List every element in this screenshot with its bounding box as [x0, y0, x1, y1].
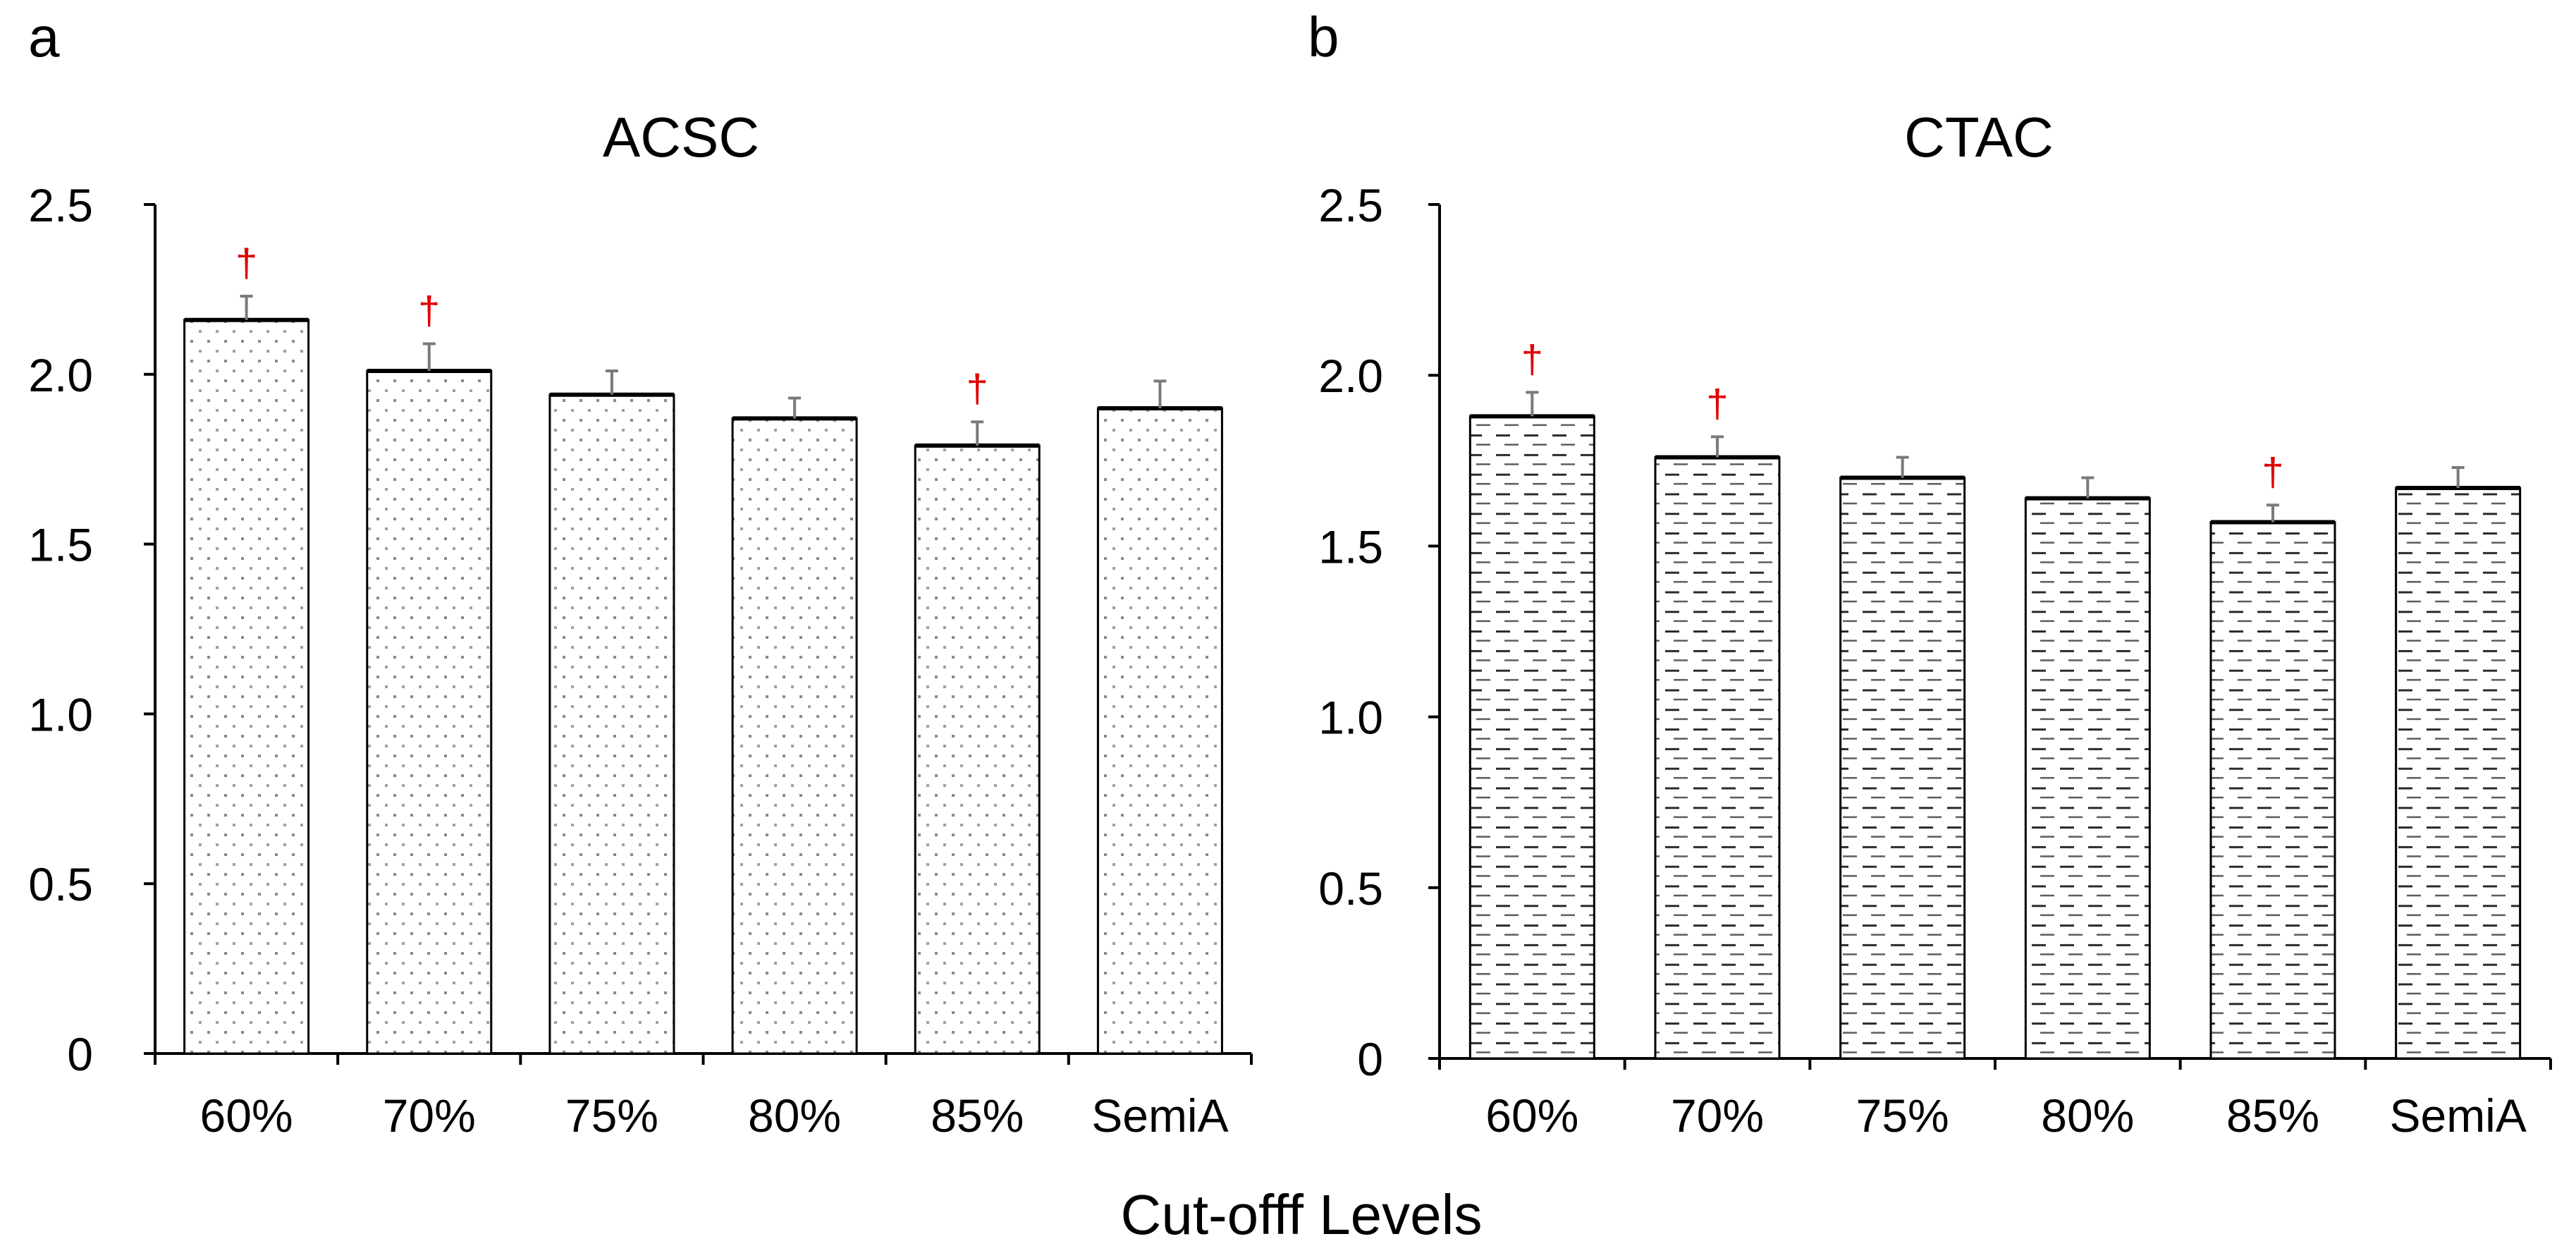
- x-tick-label-acsc: 70%: [383, 1089, 476, 1142]
- significance-marker-ctac: †: [1521, 336, 1543, 381]
- plot-area-acsc: 0 0.5 1.0 1.5 2.0 2.5 † 60% † 70% 75% 80% † 85% SemiA: [28, 179, 1253, 1142]
- chart-title-acsc: ACSC: [603, 106, 759, 169]
- panel-label-b: b: [1308, 6, 1339, 68]
- significance-marker-acsc: †: [235, 240, 257, 285]
- bar-ctac: [1839, 477, 1966, 1060]
- x-tick-label-acsc: 75%: [565, 1089, 658, 1142]
- bar-acsc: [548, 393, 675, 1055]
- bar-acsc: [914, 444, 1041, 1055]
- significance-marker-ctac: †: [2262, 449, 2283, 494]
- significance-marker-ctac: †: [1706, 381, 1728, 425]
- panel-ctac: b CTAC 0 0.5 1.0 1.5 2.0 2.5 † 60% † 70% 75% 80% † 85…: [1308, 6, 2552, 1142]
- y-tick-label-acsc: 2.5: [28, 179, 93, 231]
- y-tick-label-ctac: 1.5: [1318, 520, 1383, 573]
- chart-title-ctac: CTAC: [1904, 106, 2054, 169]
- x-tick-label-acsc: 60%: [200, 1089, 293, 1142]
- panel-acsc: a ACSC 0 0.5 1.0 1.5 2.0 2.5 † 60% † 70% 75% 80% † 85…: [28, 6, 1253, 1142]
- x-tick-label-acsc: SemiA: [1091, 1089, 1228, 1142]
- y-tick-label-ctac: 2.5: [1318, 179, 1383, 231]
- bar-ctac: [1654, 456, 1781, 1060]
- y-tick-label-ctac: 2.0: [1318, 350, 1383, 402]
- bar-ctac: [2395, 487, 2522, 1060]
- x-tick-label-acsc: 80%: [748, 1089, 841, 1142]
- x-tick-label-ctac: 75%: [1856, 1089, 1949, 1142]
- y-tick-label-acsc: 0: [67, 1028, 93, 1080]
- x-tick-label-ctac: 85%: [2226, 1089, 2319, 1142]
- bar-acsc: [731, 417, 858, 1055]
- bar-acsc: [1096, 407, 1223, 1055]
- significance-marker-acsc: †: [418, 288, 440, 332]
- panel-label-a: a: [28, 6, 60, 68]
- plot-area-ctac: 0 0.5 1.0 1.5 2.0 2.5 † 60% † 70% 75% 80% † 85% SemiA: [1318, 179, 2552, 1142]
- bar-ctac: [2024, 497, 2151, 1060]
- bar-ctac: [1468, 415, 1595, 1060]
- y-tick-label-acsc: 0.5: [28, 858, 93, 910]
- significance-marker-acsc: †: [967, 366, 988, 410]
- y-tick-label-acsc: 1.0: [28, 688, 93, 740]
- x-tick-label-ctac: 70%: [1671, 1089, 1764, 1142]
- x-tick-label-ctac: 80%: [2041, 1089, 2134, 1142]
- x-tick-label-ctac: 60%: [1485, 1089, 1578, 1142]
- bar-ctac: [2209, 520, 2336, 1060]
- y-tick-label-ctac: 0.5: [1318, 862, 1383, 915]
- x-tick-label-acsc: 85%: [931, 1089, 1024, 1142]
- x-axis-title: Cut-offf Levels: [1121, 1183, 1483, 1246]
- y-tick-label-acsc: 2.0: [28, 349, 93, 401]
- bar-acsc: [183, 319, 310, 1055]
- x-tick-label-ctac: SemiA: [2389, 1089, 2526, 1142]
- y-tick-label-ctac: 0: [1357, 1033, 1383, 1085]
- y-tick-label-acsc: 1.5: [28, 519, 93, 571]
- bar-acsc: [366, 370, 493, 1055]
- y-tick-label-ctac: 1.0: [1318, 692, 1383, 744]
